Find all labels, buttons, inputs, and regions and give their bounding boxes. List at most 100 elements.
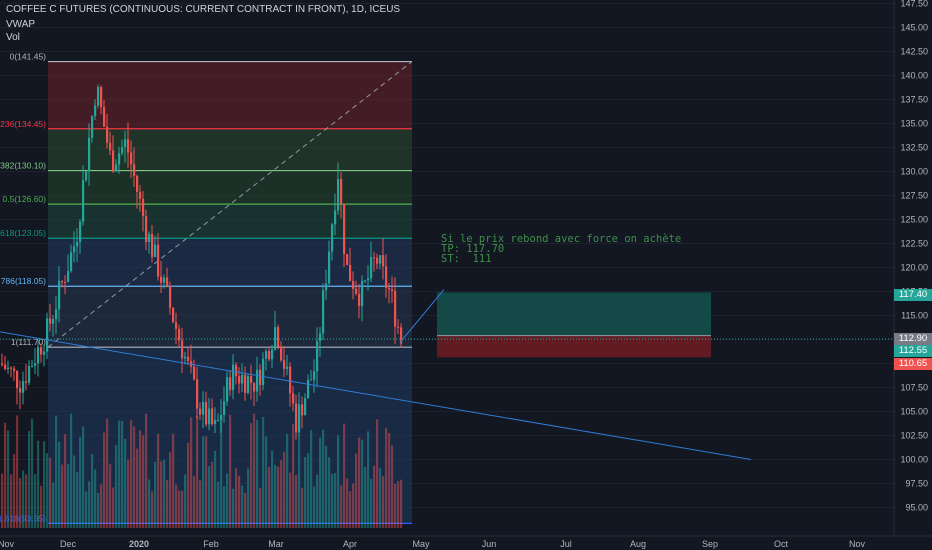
candle-body (127, 139, 130, 153)
time-tick-label: Nov (849, 539, 866, 549)
candle-body (379, 255, 382, 264)
vwap-study-label[interactable]: VWAP (6, 19, 36, 30)
volume-bar (124, 438, 127, 528)
volume-bar (316, 474, 319, 528)
volume-bar (313, 486, 316, 528)
volume-study-label[interactable]: Vol (6, 32, 20, 43)
volume-bar (97, 492, 100, 528)
candle-body (382, 255, 385, 267)
volume-bar (355, 453, 358, 528)
candle-body (295, 403, 298, 433)
candle-body (265, 351, 268, 359)
candle-body (313, 371, 316, 380)
candle-body (91, 115, 94, 138)
price-tick-label: 145.00 (900, 23, 928, 33)
note-line-1: Si le prix rebond avec force on achète (441, 233, 682, 245)
volume-bar (319, 437, 322, 528)
time-tick-label: May (412, 539, 430, 549)
volume-bar (301, 487, 304, 528)
candle-body (262, 358, 265, 386)
fib-zone (48, 128, 412, 171)
candle-body (325, 283, 328, 291)
volume-bar (199, 480, 202, 528)
volume-bar (250, 423, 253, 528)
drawings[interactable] (0, 289, 894, 460)
candle-body (64, 281, 67, 283)
candle-body (274, 327, 277, 350)
candle-body (334, 210, 337, 225)
volume-bar (10, 474, 13, 528)
candle-body (283, 360, 286, 369)
volume-bar (379, 467, 382, 528)
candle-body (352, 281, 355, 289)
candle-body (229, 377, 232, 390)
volume-bar (139, 430, 142, 528)
volume-bar (106, 418, 109, 528)
candle-body (397, 326, 400, 328)
candle-body (157, 244, 160, 277)
volume-bar (166, 479, 169, 528)
volume-bar (133, 426, 136, 528)
volume-bar (235, 468, 238, 528)
price-tick-label: 95.00 (905, 503, 928, 513)
volume-bar (46, 453, 49, 528)
candle-body (199, 408, 202, 415)
candle-body (148, 234, 151, 243)
volume-bar (322, 429, 325, 528)
candle-body (391, 289, 394, 291)
volume-bar (283, 451, 286, 528)
price-tick-label: 132.50 (900, 143, 928, 153)
candle-body (187, 356, 190, 362)
volume-bar (94, 469, 97, 528)
candle-body (7, 367, 10, 369)
volume-bar (151, 491, 154, 528)
candle-body (226, 377, 229, 402)
candle-body (184, 356, 187, 359)
note-line-2: TP: 117.70 (441, 243, 505, 255)
volume-bar (118, 420, 121, 528)
candle-body (271, 349, 274, 360)
volume-bar (289, 472, 292, 528)
volume-bar (295, 475, 298, 528)
volume-bar (259, 487, 262, 528)
volume-bar (148, 479, 151, 528)
price-tick-label: 107.50 (900, 383, 928, 393)
candle-body (16, 371, 19, 389)
candle-body (46, 318, 49, 352)
volume-bar (130, 419, 133, 528)
time-axis: Nov Dec 2020 Feb Mar Apr May Jun Jul Aug Sep Oct Nov (0, 535, 932, 549)
candle-body (19, 388, 22, 393)
volume-bar (115, 444, 118, 528)
candle-body (301, 404, 304, 416)
volume-bar (229, 414, 232, 528)
volume-bar (214, 450, 217, 528)
price-tick-label: 100.00 (900, 455, 928, 465)
stop-loss-zone (437, 335, 711, 358)
candle-body (205, 401, 208, 425)
candle-body (52, 319, 55, 324)
volume-bar (331, 473, 334, 528)
candle-body (94, 105, 97, 116)
candle-body (340, 178, 343, 204)
volume-bar (304, 456, 307, 528)
candle-body (343, 203, 346, 255)
candle-body (307, 380, 310, 399)
time-tick-label: Sep (702, 539, 718, 549)
candle-body (376, 258, 379, 264)
candle-body (43, 351, 46, 355)
candle-body (121, 147, 124, 154)
volume-bar (307, 453, 310, 528)
candle-body (349, 264, 352, 282)
candle-body (247, 376, 250, 393)
price-tick-label: 97.50 (905, 479, 928, 489)
entry-price-tag: 112.90 (894, 333, 932, 345)
candle-body (130, 152, 133, 165)
candle-body (100, 86, 103, 108)
volume-bar (100, 484, 103, 528)
volume-bar (142, 435, 145, 528)
price-tick-label: 122.50 (900, 239, 928, 249)
volume-bar (193, 476, 196, 528)
volume-bar (34, 474, 37, 528)
candle-body (193, 366, 196, 380)
